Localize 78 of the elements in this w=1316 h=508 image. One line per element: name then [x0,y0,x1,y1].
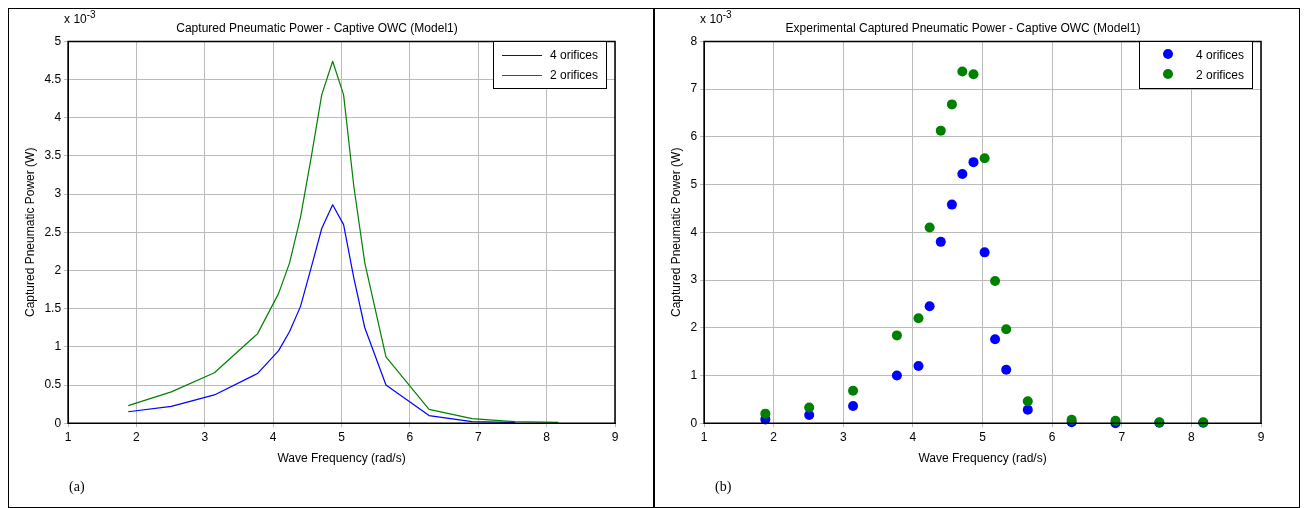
x-tick-label: 3 [201,429,209,444]
x-tick-label: 2 [133,429,141,444]
x-tick-label: 4 [269,429,277,444]
point [946,99,957,110]
point [1022,396,1033,407]
point [957,66,968,77]
x-axis-title: Wave Frequency (rad/s) [918,451,1047,466]
point [848,385,859,396]
y-axis-title: Captured Pneumatic Power (W) [668,147,683,317]
text: (a) [69,479,85,495]
point [1001,324,1012,335]
point [891,330,902,341]
y-tick-label: 2 [690,320,698,335]
text: (b) [715,479,732,495]
x-tick-label: 8 [543,429,551,444]
point [935,125,946,136]
x-tick-label: 6 [1048,429,1056,444]
text: x 10$^{-3}$ [700,9,732,27]
y-tick-label: 2 [54,262,62,277]
point [924,301,935,312]
point [924,222,935,233]
point [913,360,924,371]
x-tick-label: 1 [700,429,708,444]
y-tick-label: 1 [54,339,62,354]
y-tick-label: 0 [54,415,62,430]
x-tick-label: 1 [64,429,72,444]
x-tick-label: 8 [1188,429,1196,444]
point [935,236,946,247]
point [957,169,968,180]
y-tick-label: 7 [690,81,698,96]
point [1001,364,1012,375]
x-tick-label: 9 [1257,429,1265,444]
y-tick-label: 8 [690,33,698,48]
legend-label: 2 orifices [1195,68,1244,83]
point [979,247,990,258]
y-tick-label: 0.5 [44,377,62,392]
x-tick-label: 9 [611,429,619,444]
x-tick-label: 4 [909,429,917,444]
y-tick-label: 5 [54,33,62,48]
y-tick-label: 1 [690,367,698,382]
y-tick-label: 4 [54,110,62,125]
legend-label: 4 orifices [549,48,598,63]
y-tick-label: 0 [690,415,698,430]
y-tick-label: 3 [54,186,62,201]
x-tick-label: 6 [406,429,414,444]
chart-title: Captured Pneumatic Power - Captive OWC (Model1) [176,20,458,35]
y-tick-label: 4 [690,224,698,239]
point [990,275,1001,286]
x-tick-label: 5 [338,429,346,444]
x-tick-label: 3 [839,429,847,444]
y-tick-label: 3 [690,272,698,287]
x-tick-label: 7 [474,429,482,444]
y-axis-title: Captured Pneumatic Power (W) [22,147,37,317]
x-tick-label: 7 [1118,429,1126,444]
point [848,401,859,412]
point [760,408,771,419]
point [979,153,990,164]
text: x 10$^{-3}$ [64,9,96,27]
chart-title: Experimental Captured Pneumatic Power - Captive OWC (Model1) [785,20,1141,35]
x-tick-label: 2 [770,429,778,444]
point [968,69,979,80]
y-tick-label: 6 [690,129,698,144]
point [968,157,979,168]
legend-label: 4 orifices [1195,48,1244,63]
y-tick-label: 1.5 [44,300,62,315]
point [891,370,902,381]
x-tick-label: 5 [979,429,987,444]
x-axis-title: Wave Frequency (rad/s) [277,451,406,466]
y-tick-label: 4.5 [44,71,62,86]
point [913,313,924,324]
y-tick-label: 3.5 [44,148,62,163]
point [804,402,815,413]
point [946,199,957,210]
y-tick-label: 5 [690,176,698,191]
legend-label: 2 orifices [549,68,598,83]
point [990,334,1001,345]
y-tick-label: 2.5 [44,224,62,239]
point [1022,404,1033,415]
